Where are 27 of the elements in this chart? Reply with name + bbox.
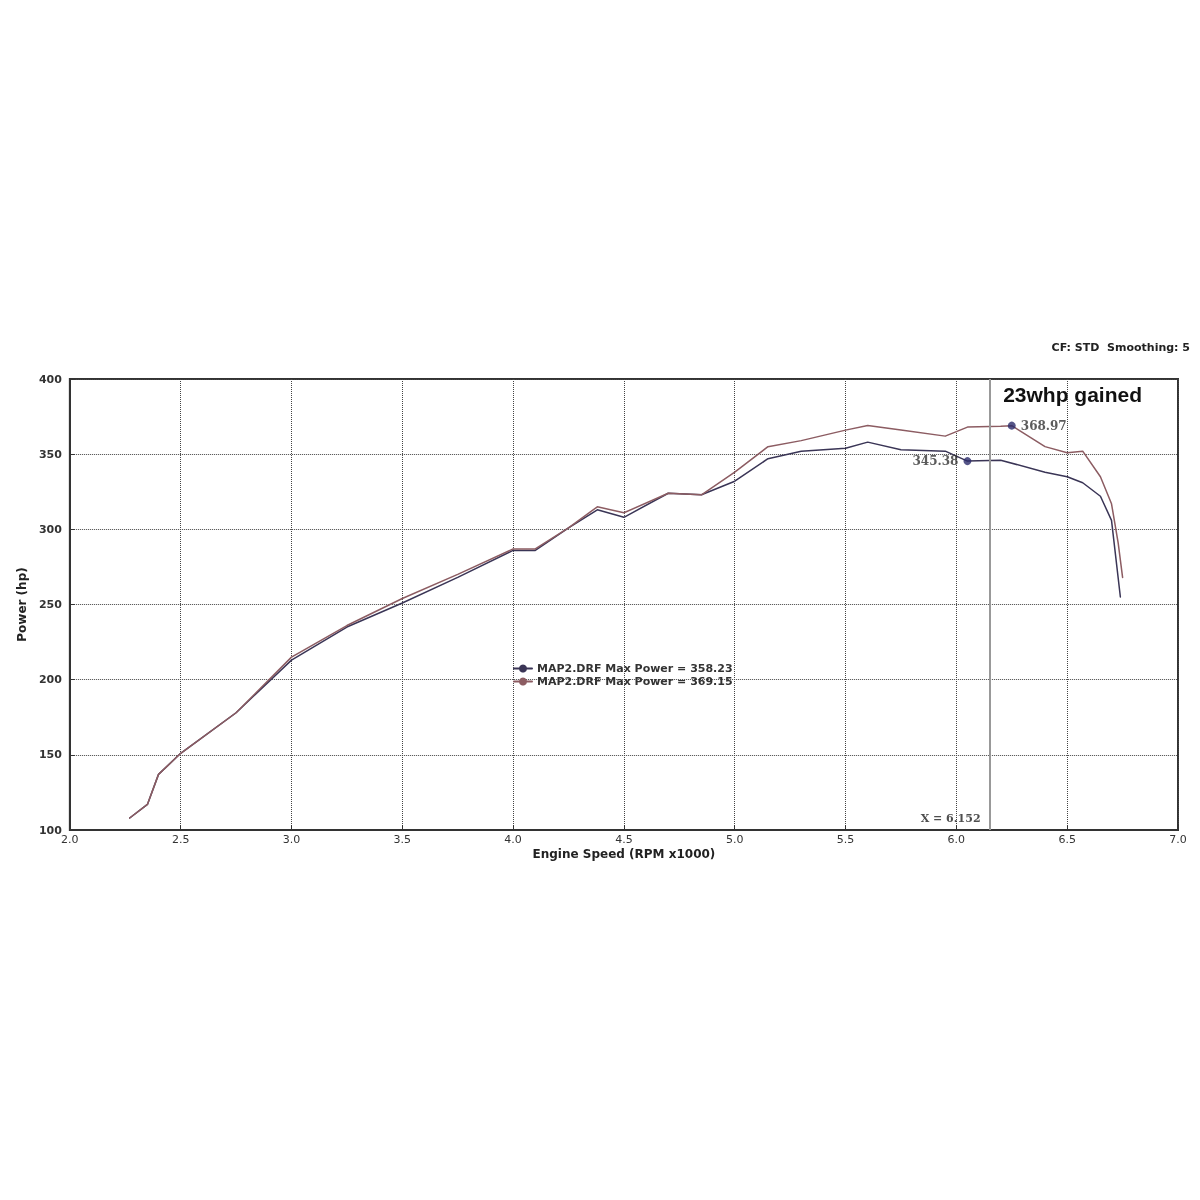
x-tick-label: 6.0: [947, 833, 966, 846]
x-tick-label: 5.0: [725, 833, 744, 846]
y-tick-label: 350: [38, 447, 63, 461]
y-tick-label: 150: [38, 748, 63, 762]
legend-label: MAP2.DRF Max Power = 358.23: [537, 662, 733, 675]
x-tick-label: 6.5: [1058, 833, 1076, 846]
y-axis-title: Power (hp): [15, 567, 29, 642]
y-tick-label: 400: [38, 372, 63, 386]
x-tick-label: 4.5: [615, 833, 633, 846]
y-tick-label: 200: [38, 673, 63, 687]
x-tick-label: 3.5: [393, 833, 412, 846]
annotation: 368.97: [1020, 418, 1067, 433]
legend-label: MAP2.DRF Max Power = 369.15: [537, 675, 733, 688]
ref-line-label: X = 6.152: [920, 811, 981, 825]
text: CF: STD Smoothing: 5: [1051, 341, 1191, 354]
x-tick-label: 4.0: [504, 833, 522, 846]
x-axis-title: Engine Speed (RPM x1000): [532, 847, 716, 861]
y-tick-label: 100: [38, 823, 63, 837]
y-tick-label: 300: [38, 522, 63, 536]
x-tick-label: 2.5: [171, 833, 190, 846]
annotation: 345.38: [912, 454, 959, 469]
y-tick-label: 250: [38, 598, 63, 611]
x-tick-label: 7.0: [1169, 833, 1187, 846]
annotation: 23whp gained: [1003, 383, 1142, 406]
x-tick-label: 5.5: [836, 833, 855, 846]
x-tick-label: 3.0: [282, 833, 301, 846]
x-tick-label: 2.0: [61, 833, 79, 846]
